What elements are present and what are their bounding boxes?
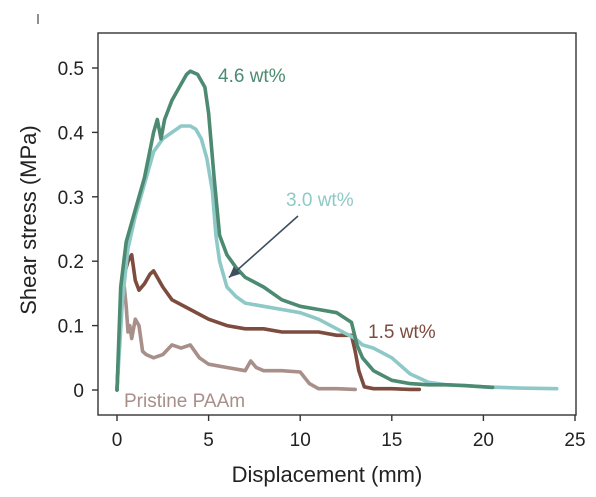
series-label-1-5-wt-: 1.5 wt%: [368, 322, 436, 343]
x-tick-label: 15: [381, 430, 402, 451]
y-tick-label: 0.4: [58, 123, 85, 144]
series-label-pristine-paam: Pristine PAAm: [124, 391, 245, 412]
annotation-arrow-head: [228, 266, 241, 278]
series-line-1-5-wt-: [115, 253, 422, 392]
y-tick-label: 0.3: [58, 188, 84, 209]
y-tick-label: 0: [73, 381, 84, 402]
chart-axes: [97, 32, 577, 416]
series-lines: [115, 69, 559, 392]
y-axis-ticks: 0 0.1 0.2 0.3 0.4 0.5: [58, 59, 98, 402]
y-tick-label: 0.5: [58, 59, 84, 80]
x-tick-label: 5: [203, 430, 214, 451]
y-axis-title: Shear stress (MPa): [16, 125, 41, 315]
x-tick-label: 20: [473, 430, 494, 451]
series-label-4-6-wt-: 4.6 wt%: [218, 66, 286, 87]
y-tick-label: 0.2: [58, 252, 84, 273]
x-tick-label: 25: [564, 430, 585, 451]
series-label-3-0-wt-: 3.0 wt%: [286, 190, 354, 211]
series-line-3-0-wt-: [115, 124, 559, 392]
plot-frame: [97, 32, 577, 416]
series-line-pristine-paam: [115, 285, 357, 392]
x-axis-title: Displacement (mm): [232, 462, 423, 487]
annotation-arrow-line: [228, 215, 299, 279]
x-axis-ticks: 0 5 10 15 20 25: [112, 415, 586, 451]
x-tick-label: 0: [112, 430, 123, 451]
x-tick-label: 10: [290, 430, 311, 451]
annotations: 4.6 wt% 3.0 wt% 1.5 wt% Pristine PAAm: [124, 66, 436, 412]
y-tick-label: 0.1: [58, 317, 84, 338]
series-line-4-6-wt-: [115, 69, 495, 392]
